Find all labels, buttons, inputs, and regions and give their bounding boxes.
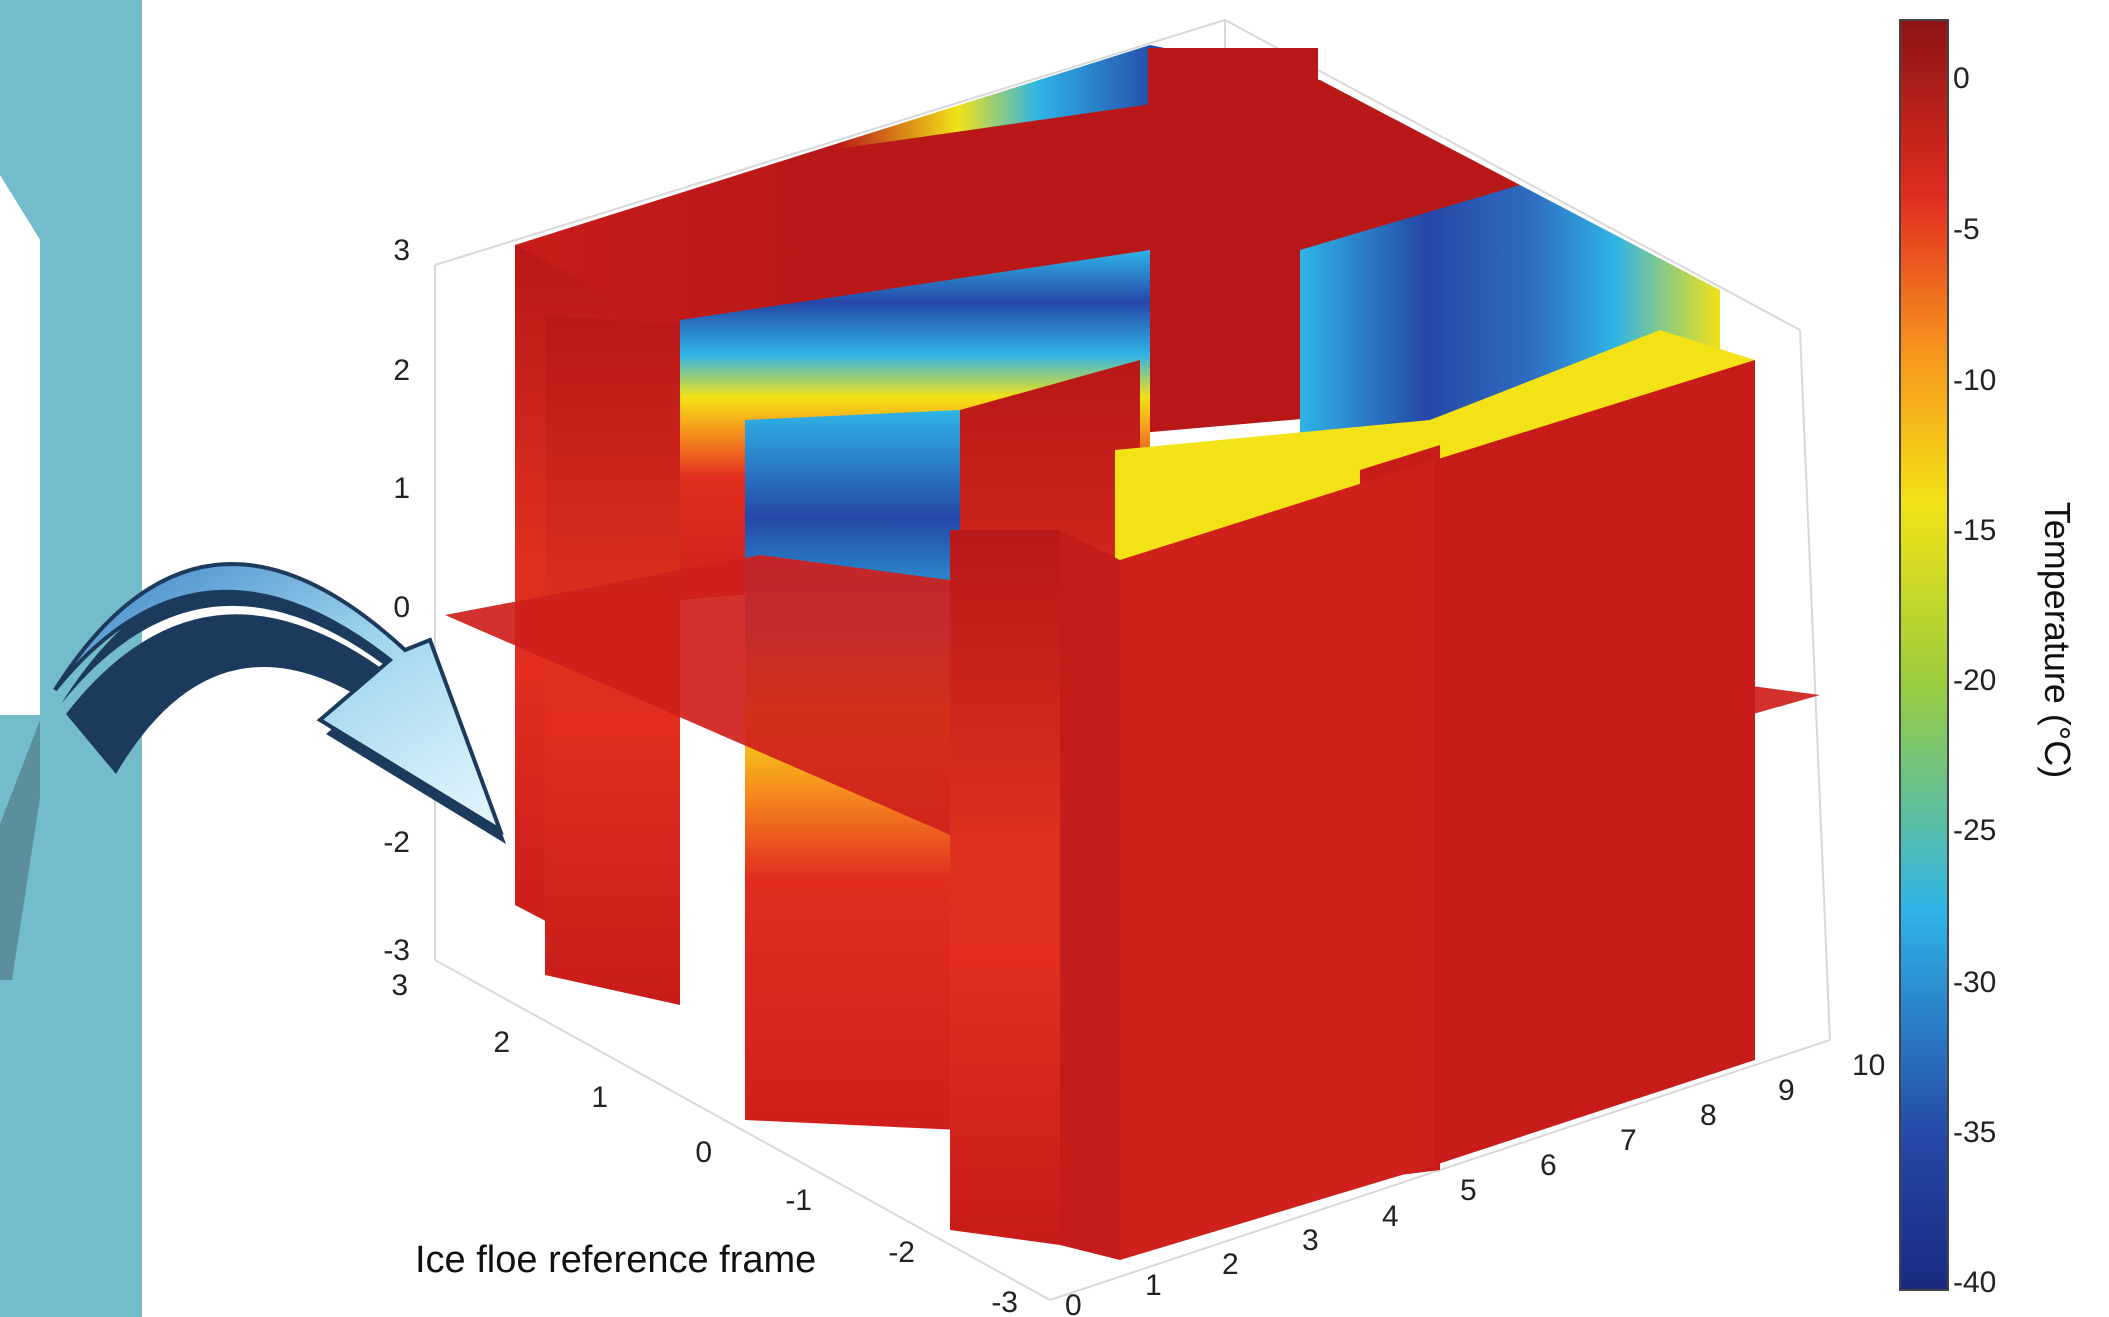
x-tick-label: 5 (1460, 1174, 1477, 1207)
colorbar-tick-label: -10 (1953, 364, 1996, 397)
z-tick-label: 2 (393, 354, 410, 387)
z-tick-label: 1 (393, 472, 410, 505)
colorbar-tick-label: -20 (1953, 664, 1996, 697)
colorbar-tick-label: -15 (1953, 514, 1996, 547)
z-tick-label: -2 (383, 826, 410, 859)
x-tick-label: 4 (1382, 1200, 1399, 1233)
y-tick-label: 0 (695, 1136, 712, 1169)
x-tick-label: 1 (1145, 1269, 1162, 1302)
y-tick-label: -2 (888, 1236, 915, 1269)
side-panel (0, 0, 142, 1317)
x-axis-ticks: 0 1 2 3 4 5 6 7 8 9 10 (1065, 1049, 1885, 1317)
x-tick-label: 8 (1700, 1099, 1717, 1132)
colorbar-tick-label: -30 (1953, 966, 1996, 999)
panel-decoration (0, 175, 40, 715)
colorbar (1899, 19, 1949, 1291)
y-tick-label: -1 (785, 1184, 812, 1217)
front-slices (950, 360, 1755, 1260)
z-axis-ticks: 3 2 1 0 -1 -2 -3 (383, 234, 410, 967)
colorbar-tick-label: -5 (1953, 213, 1980, 246)
x-tick-label: 7 (1620, 1124, 1637, 1157)
colorbar-label: Temperature (°C) (2037, 502, 2078, 778)
x-tick-label: 2 (1222, 1248, 1239, 1281)
y-axis-ticks: 3 2 1 0 -1 -2 -3 (391, 969, 1018, 1317)
y-tick-label: -3 (991, 1286, 1018, 1317)
y-tick-label: 1 (591, 1081, 608, 1114)
colorbar-tick-label: 0 (1953, 62, 1970, 95)
z-tick-label: 3 (393, 234, 410, 267)
z-tick-label: -3 (383, 934, 410, 967)
x-tick-label: 10 (1852, 1049, 1885, 1082)
y-tick-label: 3 (391, 969, 408, 1002)
colorbar-ticks: 0 -5 -10 -15 -20 -25 -30 -35 -40 (1953, 62, 1996, 1299)
colorbar-tick-label: -35 (1953, 1116, 1996, 1149)
y-axis-label: Ice floe reference frame (415, 1239, 816, 1281)
x-tick-label: 6 (1540, 1149, 1557, 1182)
y-tick-label: 2 (493, 1026, 510, 1059)
x-tick-label: 3 (1302, 1224, 1319, 1257)
x-tick-label: 9 (1778, 1074, 1795, 1107)
colorbar-tick-label: -25 (1953, 814, 1996, 847)
curved-arrow-icon (53, 562, 506, 844)
colorbar-tick-label: -40 (1953, 1266, 1996, 1299)
x-tick-label: 0 (1065, 1289, 1082, 1317)
z-tick-label: 0 (393, 591, 410, 624)
